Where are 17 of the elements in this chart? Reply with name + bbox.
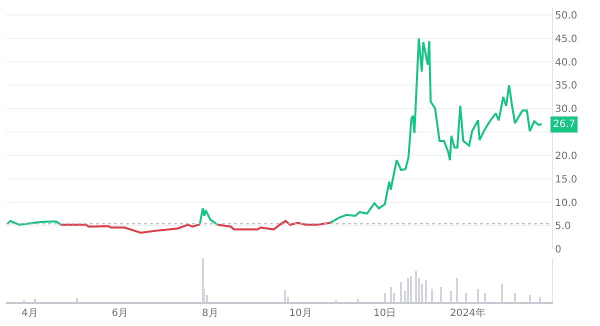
x-tick-label: 10月 bbox=[289, 308, 312, 319]
y-tick-label: 5.0 bbox=[555, 221, 571, 232]
y-tick-label: 35.0 bbox=[555, 80, 578, 92]
y-tick-label: 15.0 bbox=[555, 174, 578, 186]
y-tick-label: 30.0 bbox=[555, 104, 578, 116]
x-tick-label: 6月 bbox=[112, 308, 128, 319]
x-tick-label: 2024年 bbox=[450, 307, 486, 319]
y-tick-label: 50.0 bbox=[555, 10, 578, 22]
x-tick-label: 10日 bbox=[373, 308, 396, 319]
y-tick-label: 20.0 bbox=[555, 150, 578, 162]
x-tick-label: 8月 bbox=[202, 308, 218, 319]
y-tick-label: 45.0 bbox=[555, 34, 578, 45]
y-tick-label: 10.0 bbox=[555, 198, 578, 209]
x-tick-label: 4月 bbox=[21, 308, 38, 319]
annotation: 26.7 bbox=[553, 119, 576, 130]
y-tick-label: 0 bbox=[555, 244, 562, 256]
y-tick-label: 40.0 bbox=[555, 57, 578, 68]
